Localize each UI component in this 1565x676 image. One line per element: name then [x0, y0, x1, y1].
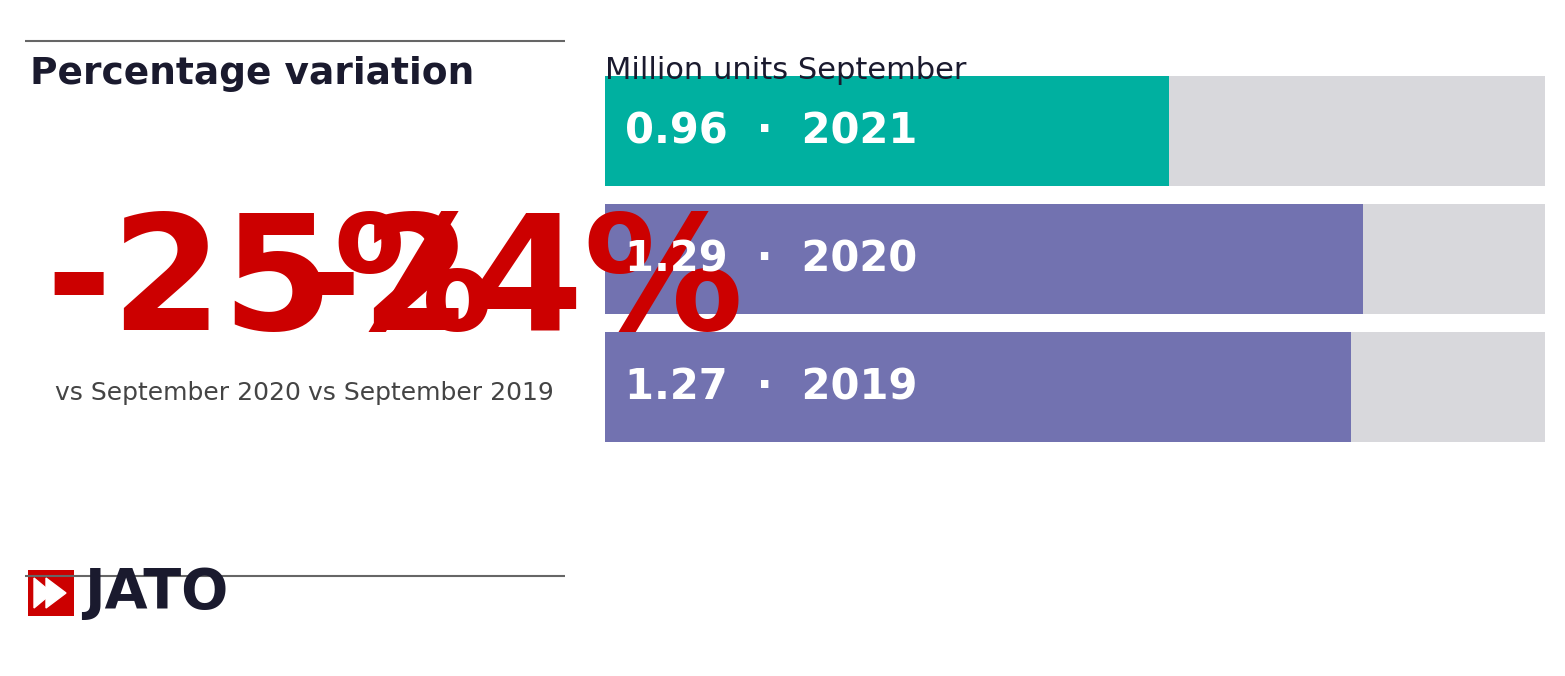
Text: 0.96  ·  2021: 0.96 · 2021	[624, 110, 917, 152]
Bar	[606, 76, 1169, 186]
Text: 1.27  ·  2019: 1.27 · 2019	[624, 366, 917, 408]
Text: Million units September: Million units September	[606, 56, 967, 85]
Text: vs September 2020: vs September 2020	[55, 381, 300, 405]
Bar	[606, 76, 1545, 186]
Text: -25%: -25%	[45, 208, 493, 364]
Polygon shape	[45, 578, 66, 608]
Bar	[606, 332, 1545, 442]
Text: Percentage variation: Percentage variation	[30, 56, 474, 92]
Text: JATO: JATO	[85, 566, 228, 620]
Polygon shape	[34, 578, 52, 608]
Bar	[606, 204, 1363, 314]
Bar	[606, 332, 1351, 442]
Bar	[606, 204, 1545, 314]
Text: 1.29  ·  2020: 1.29 · 2020	[624, 238, 917, 280]
Text: vs September 2019: vs September 2019	[308, 381, 554, 405]
Text: -24%: -24%	[294, 208, 743, 364]
Bar	[28, 570, 74, 616]
